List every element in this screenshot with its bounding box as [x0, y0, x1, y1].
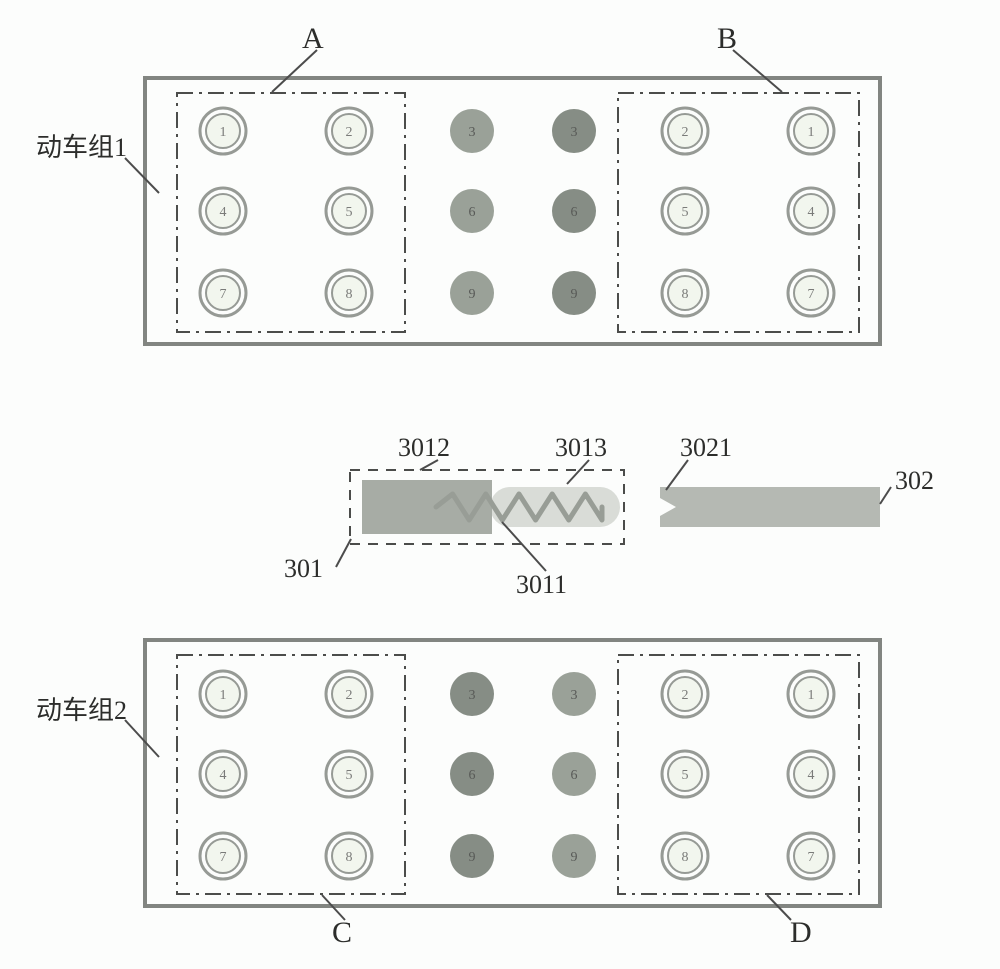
pin-number: 5	[682, 768, 689, 783]
connector-label-3011: 3011	[516, 570, 567, 599]
pin-number: 8	[682, 850, 689, 865]
pin-number: 4	[808, 768, 815, 783]
connector-302-body	[660, 487, 880, 527]
panel-panel2	[145, 640, 880, 906]
lead-line	[880, 487, 891, 504]
lead-line	[502, 522, 546, 571]
pin-number: 2	[682, 125, 689, 140]
lead-line	[666, 460, 688, 490]
pin-number: 5	[346, 205, 353, 220]
pin-number: 4	[220, 205, 227, 220]
pin-number: 2	[346, 125, 353, 140]
pin-number: 1	[808, 688, 815, 703]
pin-number: 5	[346, 768, 353, 783]
pin-number: 7	[220, 850, 227, 865]
pin-number: 3	[571, 688, 578, 703]
lead-line	[567, 460, 589, 484]
lead-line	[733, 50, 782, 92]
diagram-canvas: ABCD动车组1动车组21245782154873693691245782154…	[0, 0, 1000, 969]
pin-number: 8	[346, 850, 353, 865]
pin-number: 6	[571, 768, 578, 783]
side-label: 动车组2	[36, 696, 127, 725]
pin-number: 3	[469, 125, 476, 140]
connector-label-301: 301	[284, 554, 323, 583]
pin-number: 9	[571, 287, 578, 302]
pin-number: 9	[469, 850, 476, 865]
group-label-D: D	[790, 916, 812, 949]
lead-line	[336, 539, 351, 567]
pin-number: 6	[469, 205, 476, 220]
connector-label-3021: 3021	[680, 433, 732, 462]
pin-number: 9	[571, 850, 578, 865]
pin-number: 7	[220, 287, 227, 302]
pin-number: 1	[220, 125, 227, 140]
pin-number: 4	[808, 205, 815, 220]
pin-number: 8	[346, 287, 353, 302]
pin-number: 8	[682, 287, 689, 302]
panel-panel1	[145, 78, 880, 344]
pin-number: 9	[469, 287, 476, 302]
pin-number: 2	[682, 688, 689, 703]
pin-number: 6	[469, 768, 476, 783]
side-label: 动车组1	[36, 133, 127, 162]
connector-label-3012: 3012	[398, 433, 450, 462]
pin-number: 4	[220, 768, 227, 783]
pin-number: 6	[571, 205, 578, 220]
pin-number: 7	[808, 287, 815, 302]
pin-number: 2	[346, 688, 353, 703]
group-label-A: A	[302, 22, 324, 55]
connector-label-3013: 3013	[555, 433, 607, 462]
pin-number: 1	[220, 688, 227, 703]
lead-line	[125, 158, 159, 193]
lead-line	[272, 50, 317, 92]
pin-number: 7	[808, 850, 815, 865]
pin-number: 3	[469, 688, 476, 703]
connector-label-302: 302	[895, 466, 934, 495]
pin-number: 1	[808, 125, 815, 140]
connector-3012-body	[362, 480, 492, 534]
lead-line	[125, 720, 159, 757]
pin-number: 3	[571, 125, 578, 140]
pin-number: 5	[682, 205, 689, 220]
group-label-C: C	[332, 916, 352, 949]
